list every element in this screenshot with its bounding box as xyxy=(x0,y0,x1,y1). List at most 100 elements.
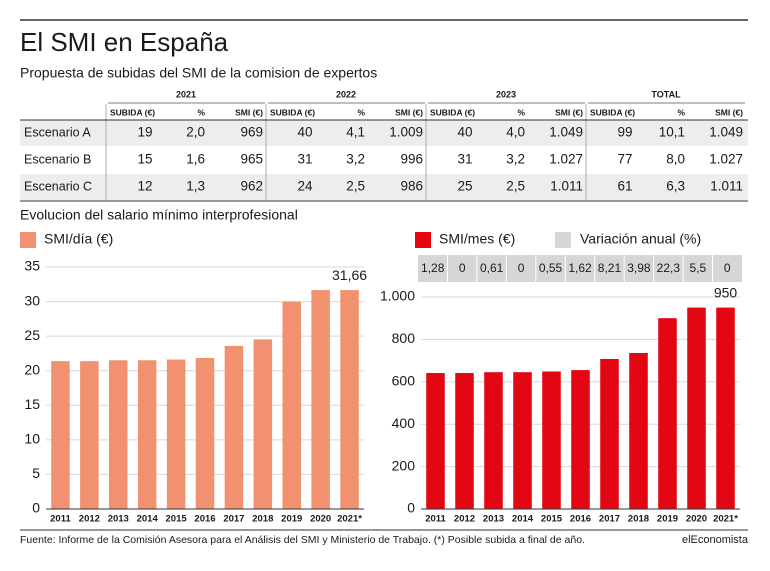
x-tick-label: 2012 xyxy=(454,514,475,525)
column-header: SMI (€) xyxy=(555,107,583,117)
x-tick-label: 2017 xyxy=(223,514,244,525)
cell: 1.027 xyxy=(709,152,743,167)
cell: 31 xyxy=(457,152,472,167)
legend-label: Variación anual (%) xyxy=(580,231,701,247)
bar xyxy=(51,361,70,509)
column-header: SMI (€) xyxy=(395,107,423,117)
strip-cell: 0 xyxy=(724,261,731,275)
legend-swatch xyxy=(20,232,36,248)
strip-cell: 0,61 xyxy=(480,261,504,275)
x-tick-label: 2021* xyxy=(337,514,362,525)
bar xyxy=(455,373,474,509)
bar xyxy=(426,373,445,509)
section-title: Evolucion del salario mínimo interprofes… xyxy=(20,207,298,223)
y-tick-label: 1.000 xyxy=(380,288,415,304)
y-tick-label: 15 xyxy=(24,396,40,412)
x-tick-label: 2014 xyxy=(512,514,534,525)
cell: 1.011 xyxy=(710,179,743,194)
x-tick-label: 2021* xyxy=(713,514,738,525)
bar xyxy=(542,371,561,509)
x-tick-label: 2020 xyxy=(686,514,707,525)
y-tick-label: 600 xyxy=(392,373,416,389)
y-tick-label: 0 xyxy=(32,500,40,516)
cell: 1.027 xyxy=(549,152,583,167)
strip-background xyxy=(418,255,742,282)
y-tick-label: 35 xyxy=(24,258,40,274)
row-label: Escenario C xyxy=(24,179,92,193)
row-label: Escenario B xyxy=(24,152,91,166)
column-header: SUBIDA (€) xyxy=(270,107,315,117)
bar xyxy=(716,307,735,509)
cell: 6,3 xyxy=(666,179,685,194)
cell: 2,0 xyxy=(186,125,205,140)
strip-cell: 8,21 xyxy=(598,261,622,275)
group-header: TOTAL xyxy=(651,89,681,99)
bar xyxy=(513,372,532,509)
column-header: SUBIDA (€) xyxy=(430,107,475,117)
bar xyxy=(109,360,128,509)
x-tick-label: 2011 xyxy=(50,514,71,525)
legend-swatch xyxy=(555,232,571,248)
y-tick-label: 20 xyxy=(24,361,40,377)
row-label: Escenario A xyxy=(24,125,91,139)
bar xyxy=(282,301,301,509)
cell: 1.011 xyxy=(550,179,583,194)
bar xyxy=(80,361,99,509)
column-header: % xyxy=(197,107,205,117)
cell: 40 xyxy=(297,125,312,140)
y-tick-label: 400 xyxy=(392,415,416,431)
bar xyxy=(137,360,157,509)
x-tick-label: 2015 xyxy=(166,514,188,525)
bar xyxy=(658,318,677,509)
group-header: 2021 xyxy=(176,89,196,99)
bar xyxy=(224,345,244,509)
bar xyxy=(166,359,186,509)
strip-cell: 1,28 xyxy=(421,261,445,275)
cell: 15 xyxy=(137,152,152,167)
cell: 77 xyxy=(617,152,632,167)
cell: 965 xyxy=(240,152,263,167)
cell: 24 xyxy=(297,179,313,194)
column-header: % xyxy=(677,107,685,117)
title: El SMI en España xyxy=(20,27,229,57)
group-header: 2023 xyxy=(496,89,516,99)
column-header: SUBIDA (€) xyxy=(590,107,635,117)
legend-label: SMI/día (€) xyxy=(44,231,113,247)
column-header: SMI (€) xyxy=(235,107,263,117)
cell: 61 xyxy=(617,179,632,194)
strip-cell: 3,98 xyxy=(627,261,651,275)
cell: 4,1 xyxy=(346,125,365,140)
row-background xyxy=(20,174,748,200)
bar xyxy=(629,352,648,509)
cell: 996 xyxy=(400,152,423,167)
bar xyxy=(484,372,503,509)
x-tick-label: 2013 xyxy=(483,514,504,525)
cell: 3,2 xyxy=(346,152,365,167)
table-title: Propuesta de subidas del SMI de la comis… xyxy=(20,65,377,81)
cell: 19 xyxy=(137,125,152,140)
x-tick-label: 2020 xyxy=(310,514,331,525)
column-header: SMI (€) xyxy=(715,107,743,117)
strip-cell: 22,3 xyxy=(657,261,681,275)
x-tick-label: 2012 xyxy=(79,514,100,525)
cell: 40 xyxy=(457,125,472,140)
legend-swatch xyxy=(415,232,431,248)
cell: 25 xyxy=(457,179,472,194)
cell: 1.049 xyxy=(549,125,583,140)
bar xyxy=(687,307,706,509)
x-tick-label: 2019 xyxy=(281,514,302,525)
y-tick-label: 25 xyxy=(24,327,40,343)
cell: 12 xyxy=(137,179,152,194)
cell: 1,3 xyxy=(186,179,205,194)
cell: 99 xyxy=(617,125,632,140)
brand: elEconomista xyxy=(682,534,749,546)
row-background xyxy=(20,120,748,146)
bar xyxy=(571,370,590,509)
group-header: 2022 xyxy=(336,89,356,99)
cell: 31 xyxy=(297,152,312,167)
strip-cell: 0,55 xyxy=(539,261,563,275)
legend-label: SMI/mes (€) xyxy=(439,231,515,247)
strip-cell: 0 xyxy=(459,261,466,275)
y-tick-label: 0 xyxy=(407,500,415,516)
